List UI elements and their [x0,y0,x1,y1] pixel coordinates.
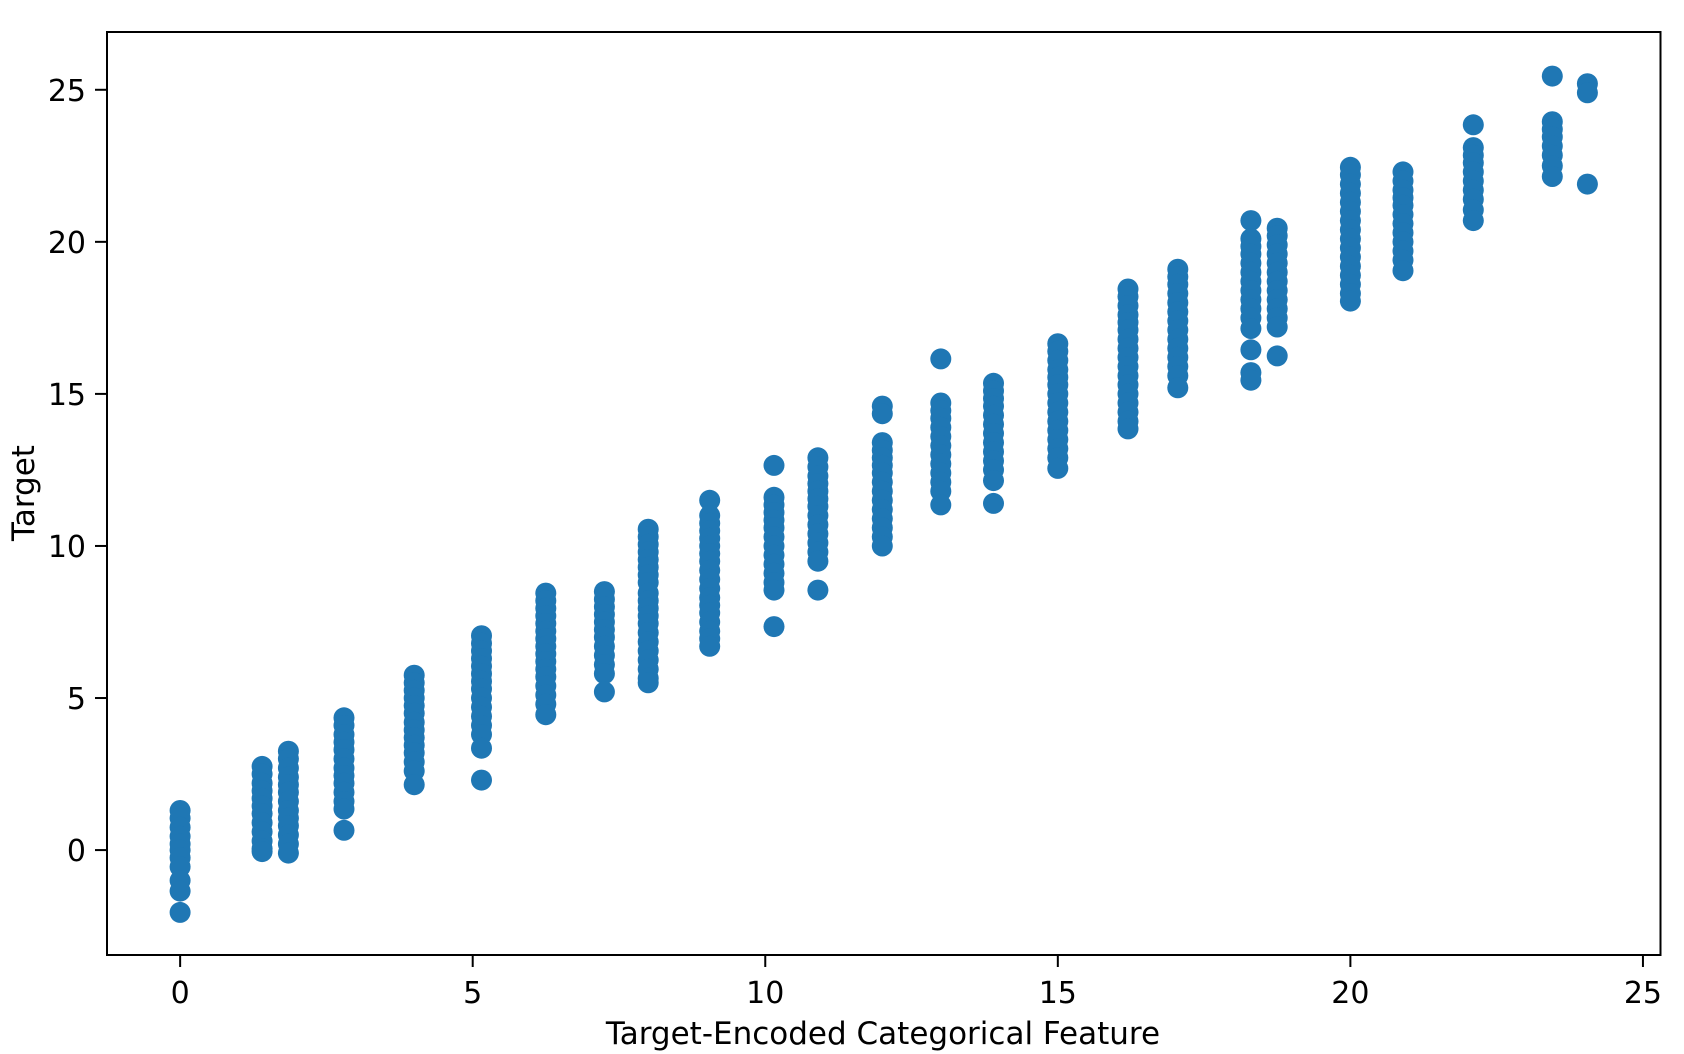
data-point [1541,65,1563,87]
data-point [1266,345,1288,367]
data-point [251,841,273,863]
data-point [1117,418,1139,440]
axis-ticks [95,88,1644,967]
data-point [1240,369,1262,391]
x-tick-label: 15 [1039,976,1077,1011]
data-point [1240,318,1262,339]
data-point [1240,339,1262,361]
data-point [763,454,785,476]
data-point [1462,114,1484,136]
data-point [1266,316,1288,338]
data-point [1047,457,1069,479]
data-point [983,470,1004,492]
data-point [593,663,615,685]
data-point [593,681,615,703]
data-point [471,769,492,791]
data-point [637,672,659,694]
y-tick-label: 20 [48,226,86,261]
data-point [763,616,785,638]
data-point [930,494,952,516]
data-point [1462,210,1484,232]
x-tick-label: 0 [171,976,190,1011]
y-tick-label: 25 [48,74,86,109]
y-axis-label: Target [6,445,42,542]
data-point [169,901,191,923]
data-point [699,635,721,657]
data-point [1167,377,1189,399]
data-point [333,798,355,820]
plot-border [106,31,1662,956]
y-tick-label: 15 [48,378,86,413]
data-point [1339,290,1361,312]
data-point [1240,210,1262,232]
data-point [403,774,425,796]
data-point [169,880,191,902]
data-point [333,819,355,841]
data-point [871,535,893,557]
data-point [471,737,492,759]
data-point [277,842,299,864]
x-tick-label: 20 [1331,976,1369,1011]
data-point [1576,82,1598,104]
data-point [871,403,893,425]
data-point [807,579,829,601]
x-tick-label: 25 [1624,976,1662,1011]
axis-tick-labels: 0 5 10 15 20 25 0 5 10 15 20 25 [48,74,1662,1011]
data-point [699,489,721,511]
x-tick-label: 5 [463,976,482,1011]
data-point [1392,260,1414,282]
y-tick-label: 5 [67,682,86,717]
data-point [1576,173,1598,195]
x-tick-label: 10 [746,976,784,1011]
data-point [535,704,557,726]
data-point [1541,166,1563,187]
data-point [807,550,829,572]
data-point [930,348,952,370]
data-point [983,492,1004,514]
x-axis-label: Target-Encoded Categorical Feature [605,1016,1160,1052]
y-tick-label: 10 [48,530,86,565]
y-tick-label: 0 [67,834,86,869]
scatter-points [169,65,1598,923]
data-point [763,579,785,601]
